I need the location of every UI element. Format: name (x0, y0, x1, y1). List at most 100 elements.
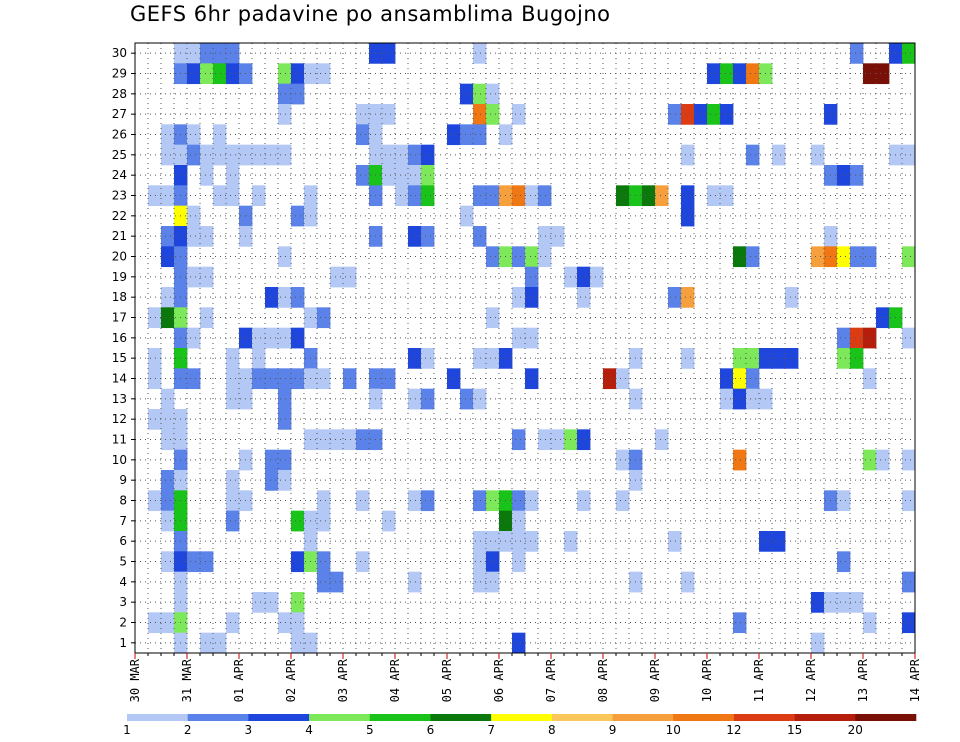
x-tick-label: 06 APR (492, 658, 506, 702)
heatmap-cell (356, 551, 370, 573)
heatmap-cell (486, 551, 500, 573)
heatmap-cell (616, 185, 630, 207)
heatmap-cell (330, 266, 344, 288)
heatmap-cell (356, 124, 370, 146)
heatmap-cell (746, 368, 760, 390)
heatmap-cell (473, 571, 487, 593)
y-tick-label: 17 (112, 311, 127, 325)
heatmap-cell (460, 388, 474, 410)
heatmap-cell (278, 612, 292, 634)
heatmap-cell (291, 612, 305, 634)
colorbar-label: 2 (184, 723, 192, 737)
heatmap-cell (252, 185, 266, 207)
y-tick-label: 27 (112, 107, 127, 121)
heatmap-cell (473, 226, 487, 247)
heatmap-cell (187, 144, 201, 166)
x-tick-label: 13 APR (856, 658, 870, 702)
heatmap-cell (265, 368, 279, 390)
colorbar-swatch (551, 714, 613, 721)
heatmap-cell (668, 531, 682, 552)
heatmap-cell (863, 246, 877, 268)
heatmap-cell (785, 348, 799, 369)
heatmap-cell (538, 429, 552, 451)
heatmap-cell (408, 388, 422, 410)
chart-title: GEFS 6hr padavine po ansamblima Bugojno (130, 2, 611, 26)
x-tick-label: 14 APR (908, 658, 922, 702)
colorbar-label: 10 (666, 723, 681, 737)
x-tick-label: 12 APR (804, 658, 818, 702)
heatmap-cell (252, 144, 266, 166)
heatmap-cell (356, 165, 370, 186)
heatmap-cell (317, 571, 331, 593)
heatmap-cell (356, 104, 370, 125)
heatmap-cell (512, 429, 526, 451)
colorbar-swatch (855, 714, 917, 721)
heatmap-cell (148, 307, 162, 329)
heatmap-cell (226, 43, 240, 64)
heatmap-cell (473, 490, 487, 512)
heatmap-cell (265, 592, 279, 613)
heatmap-cell (408, 144, 422, 166)
heatmap-cell (421, 165, 435, 186)
heatmap-cell (512, 246, 526, 268)
heatmap-cell (265, 287, 279, 308)
heatmap-cell (512, 551, 526, 573)
heatmap-cell (733, 368, 747, 390)
heatmap-cell (226, 612, 240, 634)
y-tick-label: 15 (112, 351, 127, 365)
heatmap-cell (161, 246, 175, 268)
y-tick-label: 22 (112, 209, 127, 223)
heatmap-cell (291, 83, 305, 105)
y-tick-label: 26 (112, 128, 127, 142)
heatmap-cell (616, 490, 630, 512)
y-tick-label: 11 (112, 433, 127, 447)
x-tick-label: 08 APR (596, 658, 610, 702)
heatmap-cell (278, 246, 292, 268)
x-tick-label: 30 MAR (128, 658, 142, 702)
heatmap-cell (720, 388, 734, 410)
heatmap-cell (850, 348, 864, 369)
heatmap-cell (161, 287, 175, 308)
heatmap-cell (551, 226, 565, 247)
heatmap-cell (902, 612, 916, 634)
heatmap-cell (252, 327, 266, 349)
heatmap-cell (187, 551, 201, 573)
heatmap-cell (395, 185, 409, 207)
heatmap-cell (876, 307, 890, 329)
x-tick-label: 05 APR (440, 658, 454, 702)
colorbar-label: 1 (123, 723, 131, 737)
heatmap-cell (863, 612, 877, 634)
heatmap-cell (486, 348, 500, 369)
y-tick-label: 1 (119, 636, 127, 650)
y-tick-label: 14 (112, 372, 127, 386)
colorbar-label: 8 (548, 723, 556, 737)
y-tick-label: 2 (119, 616, 127, 630)
heatmap-cell (187, 43, 201, 64)
heatmap-cell (577, 490, 591, 512)
heatmap-cell (200, 632, 214, 654)
heatmap-cell (187, 368, 201, 390)
y-tick-label: 7 (119, 514, 127, 528)
heatmap-cell (291, 63, 305, 85)
heatmap-cell (707, 63, 721, 85)
colorbar-swatch (187, 714, 249, 721)
heatmap-cell (811, 592, 825, 613)
y-tick-label: 25 (112, 148, 127, 162)
heatmap-cell (278, 470, 292, 491)
heatmap-cell (460, 83, 474, 105)
heatmap-cell (382, 43, 396, 64)
heatmap-cell (213, 63, 227, 85)
x-tick-label: 09 APR (648, 658, 662, 702)
heatmap-cell (161, 429, 175, 451)
y-tick-label: 23 (112, 189, 127, 203)
heatmap-cell (278, 104, 292, 125)
colorbar-label: 3 (245, 723, 253, 737)
colorbar-label: 20 (848, 723, 863, 737)
heatmap-cell (343, 266, 357, 288)
heatmap-cell (538, 246, 552, 268)
heatmap-cell (161, 409, 175, 430)
heatmap-cell (278, 327, 292, 349)
colorbar-swatch (491, 714, 553, 721)
colorbar-label: 4 (305, 723, 313, 737)
heatmap-cell (525, 246, 539, 268)
